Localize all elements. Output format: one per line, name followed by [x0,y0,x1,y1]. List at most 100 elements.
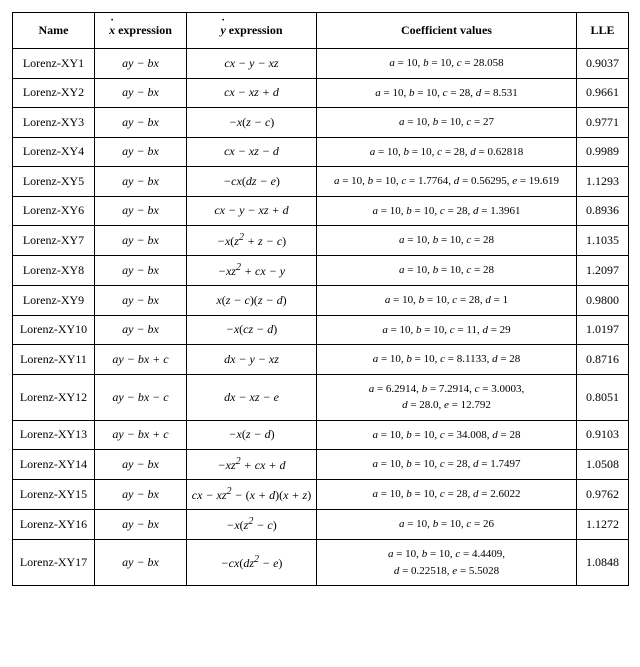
cell-ydot: −cx(dz − e) [187,167,317,197]
cell-ydot: −xz2 + cx + d [187,450,317,480]
cell-coeff: a = 10, b = 10, c = 28, d = 0.62818 [317,137,577,167]
cell-lle: 0.8936 [577,196,629,226]
cell-coeff: a = 6.2914, b = 7.2914, c = 3.0003,d = 2… [317,374,577,420]
cell-coeff: a = 10, b = 10, c = 28, d = 2.6022 [317,480,577,510]
table-row: Lorenz-XY16ay − bx−x(z2 − c)a = 10, b = … [13,510,629,540]
cell-name: Lorenz-XY15 [13,480,95,510]
cell-name: Lorenz-XY17 [13,540,95,586]
table-row: Lorenz-XY17ay − bx−cx(dz2 − e)a = 10, b … [13,540,629,586]
cell-name: Lorenz-XY5 [13,167,95,197]
table-row: Lorenz-XY9ay − bxx(z − c)(z − d)a = 10, … [13,286,629,316]
cell-xdot: ay − bx [95,510,187,540]
hdr-coeff: Coefficient values [317,13,577,49]
cell-lle: 1.0197 [577,315,629,345]
cell-lle: 1.0848 [577,540,629,586]
cell-name: Lorenz-XY8 [13,256,95,286]
cell-ydot: −x(z2 − c) [187,510,317,540]
cell-name: Lorenz-XY3 [13,108,95,138]
cell-coeff: a = 10, b = 10, c = 28, d = 1.3961 [317,196,577,226]
cell-lle: 1.1293 [577,167,629,197]
table-row: Lorenz-XY10ay − bx−x(cz − d)a = 10, b = … [13,315,629,345]
cell-ydot: cx − y − xz [187,49,317,79]
cell-xdot: ay − bx [95,256,187,286]
cell-coeff: a = 10, b = 10, c = 27 [317,108,577,138]
table-row: Lorenz-XY6ay − bxcx − y − xz + da = 10, … [13,196,629,226]
cell-name: Lorenz-XY12 [13,374,95,420]
cell-xdot: ay − bx [95,540,187,586]
cell-coeff: a = 10, b = 10, c = 28 [317,226,577,256]
lorenz-table: Name x expression y expression Coefficie… [12,12,629,586]
cell-name: Lorenz-XY13 [13,420,95,450]
cell-ydot: −xz2 + cx − y [187,256,317,286]
cell-coeff: a = 10, b = 10, c = 1.7764, d = 0.56295,… [317,167,577,197]
cell-name: Lorenz-XY7 [13,226,95,256]
table-row: Lorenz-XY14ay − bx−xz2 + cx + da = 10, b… [13,450,629,480]
cell-ydot: cx − xz2 − (x + d)(x + z) [187,480,317,510]
cell-ydot: cx − y − xz + d [187,196,317,226]
header-row: Name x expression y expression Coefficie… [13,13,629,49]
cell-xdot: ay − bx [95,49,187,79]
cell-ydot: x(z − c)(z − d) [187,286,317,316]
cell-ydot: −x(cz − d) [187,315,317,345]
cell-name: Lorenz-XY9 [13,286,95,316]
table-body: Lorenz-XY1ay − bxcx − y − xza = 10, b = … [13,49,629,586]
cell-name: Lorenz-XY10 [13,315,95,345]
cell-xdot: ay − bx − c [95,374,187,420]
cell-coeff: a = 10, b = 10, c = 26 [317,510,577,540]
cell-name: Lorenz-XY16 [13,510,95,540]
cell-name: Lorenz-XY2 [13,78,95,108]
cell-name: Lorenz-XY14 [13,450,95,480]
cell-name: Lorenz-XY4 [13,137,95,167]
cell-ydot: −cx(dz2 − e) [187,540,317,586]
cell-ydot: cx − xz − d [187,137,317,167]
cell-xdot: ay − bx [95,286,187,316]
cell-coeff: a = 10, b = 10, c = 28, d = 1.7497 [317,450,577,480]
table-row: Lorenz-XY7ay − bx−x(z2 + z − c)a = 10, b… [13,226,629,256]
cell-lle: 0.8051 [577,374,629,420]
cell-xdot: ay − bx [95,196,187,226]
cell-xdot: ay − bx [95,480,187,510]
table-row: Lorenz-XY12ay − bx − cdx − xz − ea = 6.2… [13,374,629,420]
cell-lle: 0.9037 [577,49,629,79]
cell-name: Lorenz-XY11 [13,345,95,375]
table-row: Lorenz-XY8ay − bx−xz2 + cx − ya = 10, b … [13,256,629,286]
hdr-name: Name [13,13,95,49]
cell-coeff: a = 10, b = 10, c = 11, d = 29 [317,315,577,345]
cell-coeff: a = 10, b = 10, c = 28, d = 8.531 [317,78,577,108]
cell-xdot: ay − bx [95,78,187,108]
cell-coeff: a = 10, b = 10, c = 4.4409,d = 0.22518, … [317,540,577,586]
cell-lle: 0.9771 [577,108,629,138]
cell-ydot: dx − xz − e [187,374,317,420]
cell-lle: 1.1035 [577,226,629,256]
cell-ydot: −x(z − c) [187,108,317,138]
cell-xdot: ay − bx [95,450,187,480]
hdr-lle: LLE [577,13,629,49]
cell-lle: 0.9103 [577,420,629,450]
cell-xdot: ay − bx [95,226,187,256]
table-row: Lorenz-XY3ay − bx−x(z − c)a = 10, b = 10… [13,108,629,138]
cell-coeff: a = 10, b = 10, c = 28 [317,256,577,286]
table-row: Lorenz-XY5ay − bx−cx(dz − e)a = 10, b = … [13,167,629,197]
cell-lle: 0.9762 [577,480,629,510]
table-row: Lorenz-XY2ay − bxcx − xz + da = 10, b = … [13,78,629,108]
hdr-ydot: y expression [187,13,317,49]
cell-ydot: cx − xz + d [187,78,317,108]
cell-xdot: ay − bx + c [95,420,187,450]
cell-name: Lorenz-XY6 [13,196,95,226]
table-row: Lorenz-XY11ay − bx + cdx − y − xza = 10,… [13,345,629,375]
cell-xdot: ay − bx [95,315,187,345]
hdr-xdot: x expression [95,13,187,49]
cell-lle: 0.9989 [577,137,629,167]
table-row: Lorenz-XY15ay − bxcx − xz2 − (x + d)(x +… [13,480,629,510]
cell-lle: 1.1272 [577,510,629,540]
table-row: Lorenz-XY4ay − bxcx − xz − da = 10, b = … [13,137,629,167]
table-row: Lorenz-XY1ay − bxcx − y − xza = 10, b = … [13,49,629,79]
cell-coeff: a = 10, b = 10, c = 28.058 [317,49,577,79]
cell-coeff: a = 10, b = 10, c = 8.1133, d = 28 [317,345,577,375]
cell-name: Lorenz-XY1 [13,49,95,79]
table-row: Lorenz-XY13ay − bx + c−x(z − d)a = 10, b… [13,420,629,450]
cell-coeff: a = 10, b = 10, c = 34.008, d = 28 [317,420,577,450]
cell-ydot: −x(z2 + z − c) [187,226,317,256]
cell-ydot: dx − y − xz [187,345,317,375]
cell-lle: 0.8716 [577,345,629,375]
